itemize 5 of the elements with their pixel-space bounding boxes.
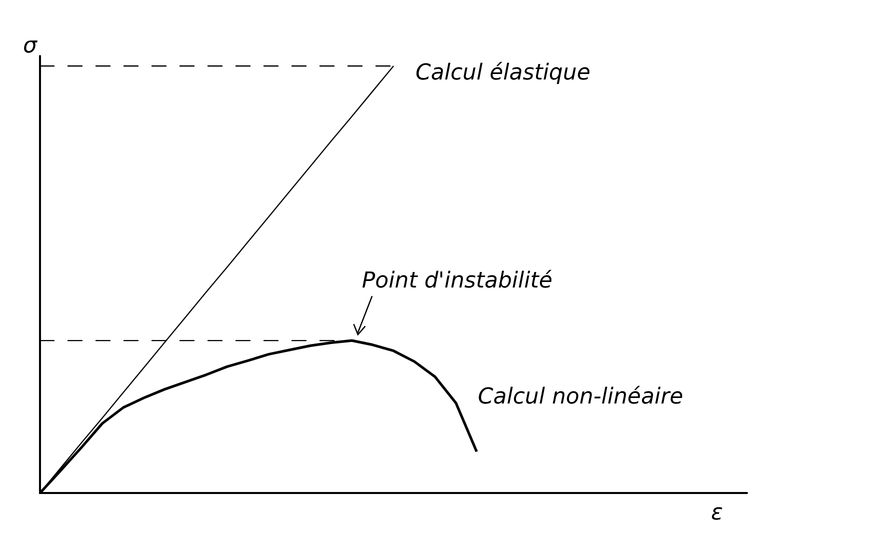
x-axis-title: ε — [711, 500, 724, 526]
series-label: Calcul non-linéaire — [478, 384, 684, 410]
series-label: Calcul élastique — [416, 60, 590, 86]
y-axis-title: σ — [23, 34, 38, 59]
annotation: Point d'instabilité — [362, 268, 552, 294]
